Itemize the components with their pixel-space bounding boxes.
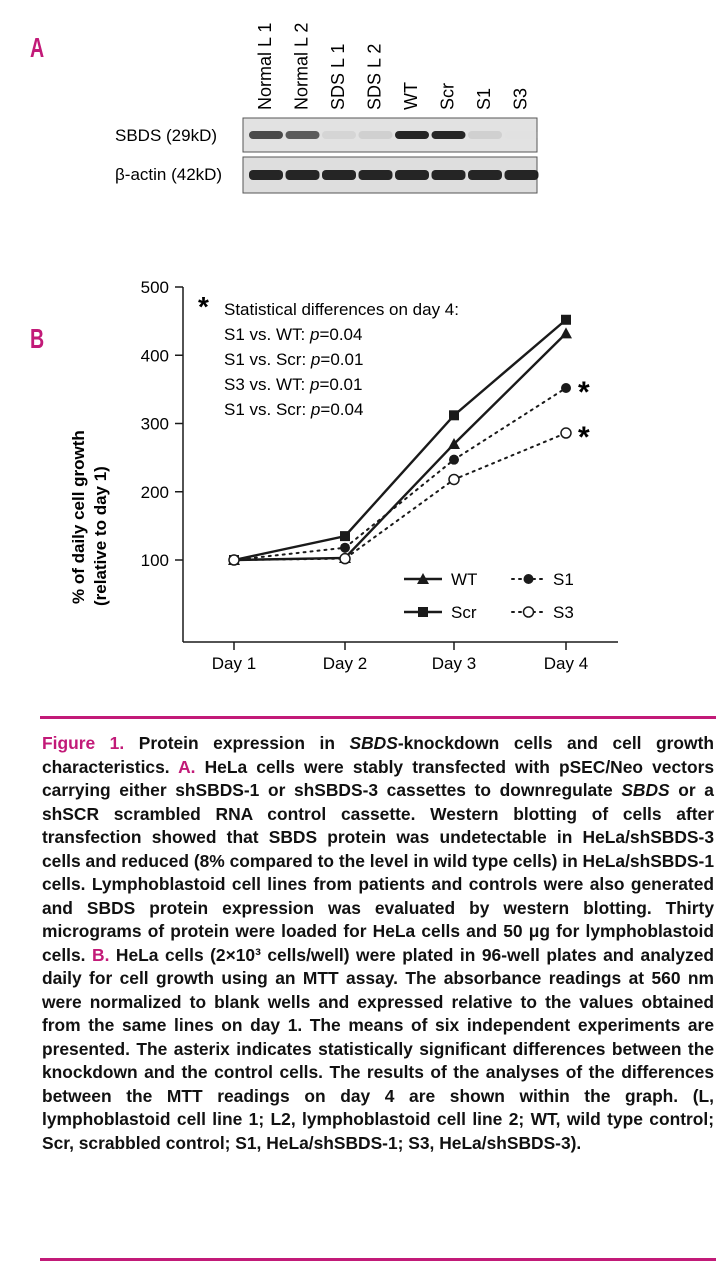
figure-caption: Figure 1. Protein expression in SBDS-kno… xyxy=(42,733,715,1153)
annotation-line: S1 vs. WT: p=0.04 xyxy=(224,325,362,344)
x-tick-label: Day 2 xyxy=(323,654,367,673)
blot-band xyxy=(358,131,393,139)
blot-band xyxy=(431,170,466,180)
blot-band xyxy=(249,131,283,139)
data-point-s3 xyxy=(339,552,351,565)
lane-label: S1 xyxy=(474,88,494,110)
data-point-s1 xyxy=(340,542,350,553)
data-point-s3 xyxy=(560,427,572,439)
panel-b-letter: B xyxy=(30,323,45,354)
blot-band xyxy=(395,170,429,180)
data-point-s3 xyxy=(448,473,460,486)
y-tick-label: 300 xyxy=(141,415,169,434)
lane-label: Normal L 1 xyxy=(255,23,275,110)
y-tick-label: 400 xyxy=(141,346,169,365)
data-point-s1 xyxy=(449,454,459,465)
western-blot: Normal L 1 Normal L 2 SDS L 1 SDS L 2 WT Scr S… xyxy=(115,23,539,194)
blot-row-label-actin: β-actin (42kD) xyxy=(115,165,222,184)
annotation-line: S1 vs. Scr: p=0.01 xyxy=(224,350,363,369)
data-point-s1 xyxy=(561,383,571,394)
blot-band xyxy=(431,131,466,139)
data-point-scr xyxy=(340,531,350,542)
x-tick-label: Day 1 xyxy=(212,654,256,673)
caption-panel-b-ref: B. xyxy=(92,944,110,965)
blot-row-label-sbds: SBDS (29kD) xyxy=(115,126,217,145)
data-point-wt xyxy=(560,327,572,339)
x-tick-label: Day 4 xyxy=(544,654,588,673)
y-axis-label: % of daily cell growth xyxy=(69,430,88,604)
blot-band xyxy=(504,131,539,139)
series-line-scr xyxy=(233,318,567,562)
caption-figure-label: Figure 1. xyxy=(42,733,125,753)
series-line-s3 xyxy=(233,432,567,561)
annotation-line: S3 vs. WT: p=0.01 xyxy=(224,375,362,394)
blot-band xyxy=(322,170,356,180)
blot-band xyxy=(285,131,320,139)
y-tick-label: 500 xyxy=(141,278,169,297)
caption-rule-bottom xyxy=(40,1258,716,1261)
legend-marker xyxy=(417,573,429,584)
significance-star: * xyxy=(578,376,590,409)
legend-label-wt: WT xyxy=(451,570,477,589)
y-tick-label: 100 xyxy=(141,551,169,570)
blot-band xyxy=(468,170,502,180)
lane-label: SDS L 2 xyxy=(365,44,385,110)
significance-star: * xyxy=(578,421,590,454)
series-line-s1 xyxy=(233,387,567,561)
lane-label: S3 xyxy=(511,88,531,110)
lane-label: SDS L 1 xyxy=(328,44,348,110)
data-point-wt xyxy=(448,437,460,449)
blot-band xyxy=(285,170,320,180)
annotation-star: * xyxy=(198,291,209,322)
data-point-s3 xyxy=(228,554,240,566)
legend-label-s1: S1 xyxy=(553,570,574,589)
legend-marker xyxy=(523,574,534,584)
blot-band xyxy=(249,170,283,180)
y-axis-label-2: (relative to day 1) xyxy=(91,466,110,606)
growth-chart: % of daily cell growth (relative to day … xyxy=(69,278,618,673)
blot-band xyxy=(395,131,429,139)
lane-label: Scr xyxy=(438,83,458,110)
y-tick-label: 200 xyxy=(141,483,169,502)
lane-label: WT xyxy=(401,82,421,110)
caption-panel-a-ref: A. xyxy=(178,756,196,777)
legend-marker xyxy=(522,606,535,618)
data-point-scr xyxy=(561,314,571,325)
annotation-heading: Statistical differences on day 4: xyxy=(224,300,459,319)
blot-band xyxy=(468,131,502,139)
legend-label-scr: Scr xyxy=(451,603,477,622)
data-point-scr xyxy=(449,410,459,421)
caption-rule-top xyxy=(40,716,716,719)
legend-label-s3: S3 xyxy=(553,603,574,622)
legend-marker xyxy=(418,607,428,617)
annotation-line: S1 vs. Scr: p=0.04 xyxy=(224,400,363,419)
x-tick-label: Day 3 xyxy=(432,654,476,673)
blot-band xyxy=(504,170,539,180)
lane-label: Normal L 2 xyxy=(292,23,312,110)
blot-band xyxy=(322,131,356,139)
panel-a-letter: A xyxy=(30,32,45,63)
blot-band xyxy=(358,170,393,180)
